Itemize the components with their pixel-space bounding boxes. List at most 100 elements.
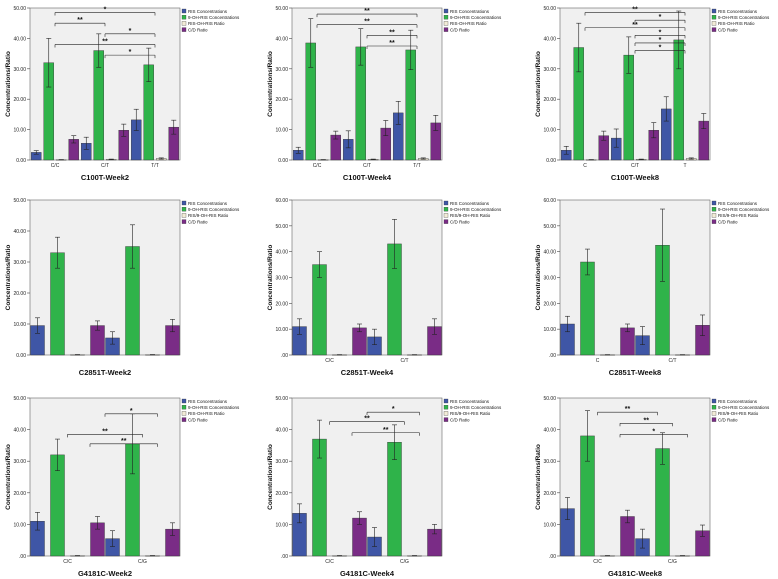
- bar-2: [655, 448, 670, 557]
- y-tick-label: 60.00: [543, 198, 556, 204]
- legend-label: RIS Concentrations: [718, 201, 758, 206]
- legend-label: C/D Ratio: [718, 27, 738, 32]
- legend-label: C/D Ratio: [718, 417, 738, 422]
- significance-marker: *: [104, 7, 107, 14]
- legend-swatch: [443, 398, 449, 404]
- y-tick-label: 10.00: [275, 327, 288, 333]
- y-tick-label: 0.00: [546, 158, 556, 164]
- y-axis-label: Concentrations/Ratio: [5, 245, 12, 311]
- y-tick-label: 50.00: [275, 6, 288, 12]
- x-tick-label: C/T: [400, 358, 408, 364]
- legend-swatch: [711, 411, 717, 416]
- y-axis-label: Concentrations/Ratio: [5, 51, 12, 117]
- y-tick-label: 20.00: [13, 97, 26, 103]
- legend-swatch: [181, 15, 187, 20]
- x-tick-label: C/C: [325, 559, 334, 565]
- legend-swatch: [711, 219, 717, 224]
- y-tick-label: 40.00: [275, 250, 288, 256]
- bar-2: [580, 261, 595, 356]
- significance-marker: **: [364, 416, 370, 423]
- y-tick-label: .00: [19, 554, 26, 560]
- chart-panel-7: .00 10.00 20.00 30.00 40.00 50.00 Concentratio…: [5, 396, 240, 578]
- y-tick-label: 10.00: [543, 522, 556, 528]
- legend-label: RIS-OH-RIS Ratio: [188, 411, 225, 416]
- y-axis-label: Concentrations/Ratio: [5, 444, 12, 510]
- legend-label: RIS-OH-RIS Ratio: [718, 21, 755, 26]
- x-tick-label: C/C: [63, 559, 72, 565]
- chart-title: G4181C-Week2: [78, 569, 132, 578]
- significance-marker: **: [644, 417, 650, 424]
- y-tick-label: 0.00: [16, 158, 26, 164]
- significance-marker: *: [659, 29, 662, 36]
- y-tick-label: 0.00: [16, 353, 26, 359]
- y-axis-label: Concentrations/Ratio: [267, 444, 274, 510]
- legend-swatch: [443, 200, 449, 206]
- y-tick-label: 40.00: [13, 229, 26, 235]
- legend-swatch: [181, 200, 187, 206]
- y-tick-label: 10.00: [543, 327, 556, 333]
- y-tick-label: 20.00: [275, 491, 288, 497]
- legend-label: RIS Concentrations: [188, 201, 228, 206]
- legend-label: 9-OH-RIS Concentrations: [450, 15, 502, 20]
- y-tick-label: 50.00: [13, 6, 26, 12]
- legend-label: 9-OH-RIS Concentrations: [718, 405, 770, 410]
- y-tick-label: 30.00: [275, 67, 288, 73]
- x-tick-label: C: [583, 163, 587, 169]
- x-tick-label: T: [683, 163, 686, 169]
- legend-swatch: [181, 207, 187, 212]
- chart-title: C100T-Week2: [81, 173, 129, 182]
- y-tick-label: .00: [549, 554, 556, 560]
- chart-title: C2851T-Week8: [609, 368, 661, 377]
- bar-2: [312, 264, 327, 356]
- chart-title: C100T-Week8: [611, 173, 659, 182]
- legend-swatch: [711, 27, 717, 32]
- y-tick-label: 40.00: [13, 36, 26, 42]
- y-axis-label: Concentrations/Ratio: [535, 51, 542, 117]
- significance-marker: *: [659, 45, 662, 52]
- y-tick-label: 50.00: [275, 396, 288, 402]
- significance-marker: **: [102, 428, 108, 435]
- legend-label: RIS Concentrations: [450, 399, 490, 404]
- legend-swatch: [443, 207, 449, 212]
- x-tick-label: C: [596, 358, 600, 364]
- chart-panel-5: .00 10.00 20.00 30.00 40.00 50.00 60.00 Concent…: [267, 198, 502, 377]
- legend-label: RIS Concentrations: [450, 9, 490, 14]
- legend-swatch: [711, 8, 717, 14]
- significance-marker: **: [383, 427, 389, 434]
- chart-panel-1: 0.00 10.00 20.00 30.00 40.00 50.00 Concentrati…: [5, 6, 240, 182]
- legend-swatch: [711, 213, 717, 218]
- legend-swatch: [181, 21, 187, 26]
- x-tick-label: C/G: [400, 559, 409, 565]
- y-tick-label: 10.00: [543, 128, 556, 134]
- significance-marker: *: [129, 28, 132, 35]
- x-tick-label: C/G: [138, 559, 147, 565]
- legend-swatch: [443, 219, 449, 224]
- legend-label: RIS/9-OH-RIS Ratio: [718, 411, 759, 416]
- legend-label: RIS Concentrations: [718, 9, 758, 14]
- legend-label: RIS Concentrations: [188, 399, 228, 404]
- y-tick-label: .00: [549, 353, 556, 359]
- x-tick-label: C/G: [668, 559, 677, 565]
- significance-marker: **: [632, 22, 638, 29]
- y-tick-label: 0.00: [278, 158, 288, 164]
- y-tick-label: 10.00: [13, 522, 26, 528]
- y-tick-label: 20.00: [543, 301, 556, 307]
- legend-label: RIS Concentrations: [188, 9, 228, 14]
- significance-marker: *: [659, 14, 662, 21]
- legend-swatch: [443, 27, 449, 32]
- legend-swatch: [711, 417, 717, 422]
- legend-label: RIS/9-OH-RIS Ratio: [450, 411, 491, 416]
- y-axis-label: Concentrations/Ratio: [535, 444, 542, 510]
- y-tick-label: 10.00: [13, 322, 26, 328]
- chart-panel-3: 0.00 10.00 20.00 30.00 40.00 50.00 Concentrati…: [535, 6, 770, 182]
- legend-swatch: [181, 27, 187, 32]
- plot-area: [291, 7, 443, 161]
- y-tick-label: 50.00: [543, 224, 556, 230]
- chart-title: G4181C-Week4: [340, 569, 395, 578]
- legend-label: C/D Ratio: [450, 27, 470, 32]
- x-tick-label: C/T: [668, 358, 676, 364]
- legend-label: 9-OH-RIS Concentrations: [718, 207, 770, 212]
- legend-swatch: [443, 405, 449, 410]
- y-tick-label: 40.00: [543, 250, 556, 256]
